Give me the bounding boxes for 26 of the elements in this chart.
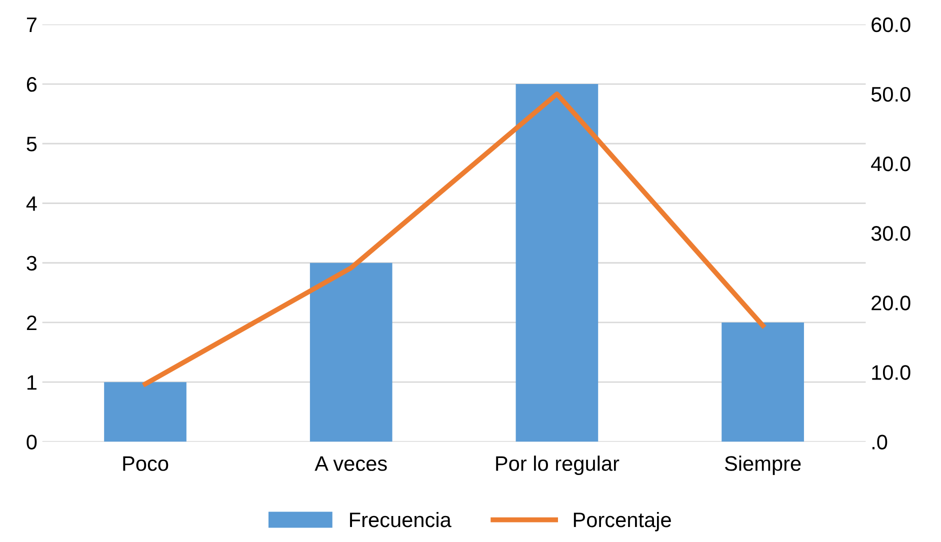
bar bbox=[722, 322, 804, 442]
y-tick-label: 7 bbox=[26, 18, 36, 32]
line-series bbox=[142, 92, 766, 386]
x-tick-label: Siempre bbox=[724, 456, 801, 476]
y-tick-label: 4 bbox=[26, 196, 37, 211]
legend-label: Porcentaje bbox=[574, 512, 671, 532]
y2-tick-label: .0 bbox=[872, 434, 888, 450]
bar bbox=[310, 262, 392, 442]
y-tick-label: 0 bbox=[26, 434, 37, 450]
y-tick-label: 3 bbox=[26, 256, 37, 271]
x-tick-label: Poco bbox=[123, 456, 168, 471]
y-tick-label: 6 bbox=[26, 77, 37, 92]
x-tick-label: Por lo regular bbox=[496, 456, 620, 476]
y2-tick-label: 60.0 bbox=[872, 17, 910, 32]
y2-tick-label: 10.0 bbox=[872, 365, 910, 380]
y2-tick-label: 40.0 bbox=[871, 156, 910, 172]
y2-tick-label: 20.0 bbox=[872, 296, 910, 310]
y2-tick-label: 50.0 bbox=[871, 86, 910, 102]
y-tick-label: 1 bbox=[27, 375, 36, 390]
x-tick-label: A veces bbox=[314, 456, 387, 471]
y2-tick-label: 30.0 bbox=[871, 226, 910, 241]
y-tick-label: 5 bbox=[26, 136, 37, 152]
y-tick-label: 2 bbox=[26, 315, 36, 330]
bar bbox=[104, 382, 186, 442]
bar bbox=[516, 84, 598, 442]
legend-label: Frecuencia bbox=[350, 512, 452, 528]
